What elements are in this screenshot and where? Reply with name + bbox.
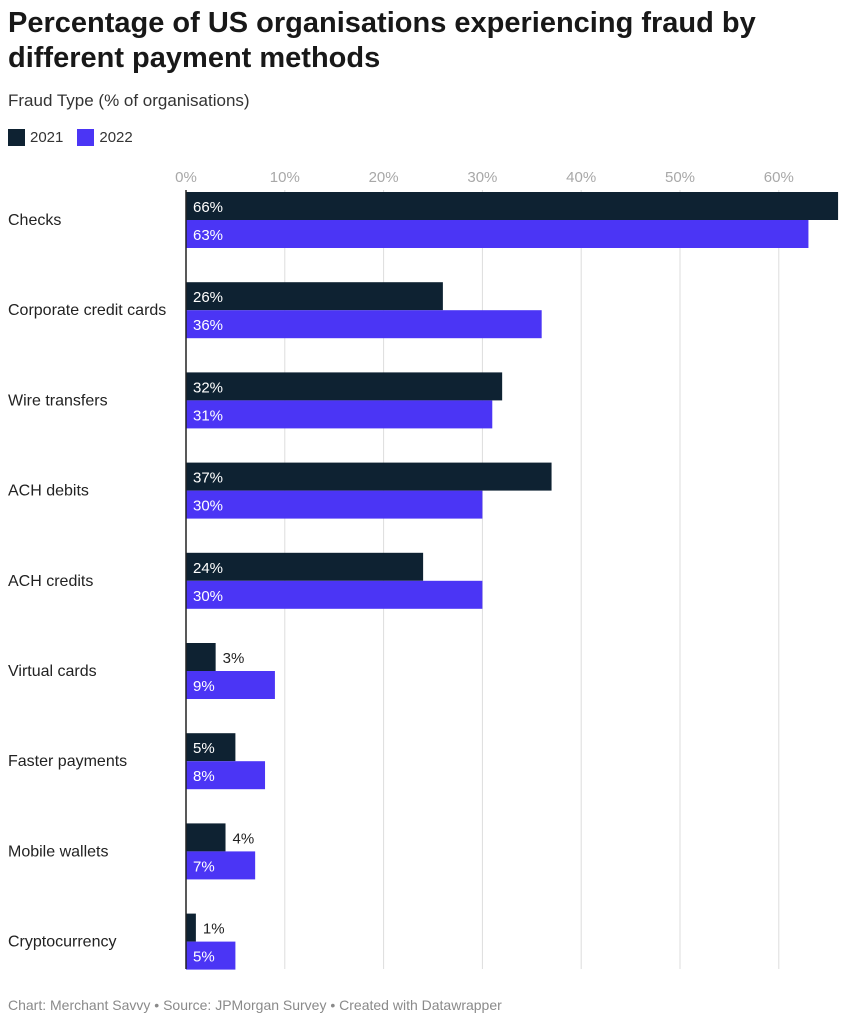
value-label-2021: 24% — [193, 560, 223, 577]
bar-2022 — [186, 761, 266, 790]
bar-2022 — [186, 671, 275, 699]
x-tick-label: 0% — [175, 169, 197, 186]
value-label-2021: 32% — [193, 379, 223, 396]
bar-2022 — [186, 941, 236, 970]
bar-2021 — [186, 823, 226, 852]
bar-2021 — [186, 372, 503, 401]
x-tick-label: 10% — [270, 169, 300, 186]
x-tick-label: 40% — [566, 169, 596, 186]
value-label-2021: 5% — [193, 740, 215, 757]
value-label-2022: 9% — [193, 678, 215, 695]
value-label-2022: 31% — [193, 407, 223, 424]
category-label: Cryptocurrency — [8, 934, 116, 951]
bar-2021 — [186, 913, 196, 942]
legend-label-2021: 2021 — [30, 129, 64, 146]
category-label: Wire transfers — [8, 392, 108, 409]
bar-2021 — [186, 462, 552, 491]
bar-2022 — [186, 310, 542, 339]
bar-2022 — [186, 851, 256, 880]
value-label-2021: 3% — [223, 650, 245, 667]
category-label: Mobile wallets — [8, 843, 108, 860]
value-label-2022: 7% — [193, 858, 215, 875]
bar-2022 — [186, 490, 483, 519]
x-tick-label: 20% — [369, 169, 399, 186]
legend-item-2021: 2021 — [8, 129, 63, 146]
category-label: Faster payments — [8, 753, 127, 770]
x-tick-label: 60% — [764, 169, 794, 186]
legend-item-2022: 2022 — [77, 129, 133, 146]
legend-swatch-2021 — [8, 129, 25, 146]
chart-title: Percentage of US organisations experienc… — [8, 7, 756, 74]
bar-2021 — [186, 552, 424, 581]
value-label-2022: 36% — [193, 317, 223, 334]
bar-2022 — [186, 580, 483, 609]
category-label: Corporate credit cards — [8, 302, 166, 319]
bar-2021 — [186, 282, 443, 311]
value-label-2021: 26% — [193, 289, 223, 306]
bar-2022 — [186, 400, 493, 429]
category-label: ACH credits — [8, 573, 93, 590]
value-label-2021: 37% — [193, 470, 223, 487]
bar-2022 — [186, 220, 809, 248]
x-tick-label: 30% — [467, 169, 497, 186]
legend-swatch-2022 — [77, 129, 95, 146]
legend-label-2022: 2022 — [99, 129, 133, 146]
value-label-2022: 63% — [193, 227, 223, 244]
legend: 2021 2022 — [8, 129, 133, 146]
category-label: Checks — [8, 212, 61, 229]
value-label-2022: 30% — [193, 498, 223, 515]
chart-footer: Chart: Merchant Savvy • Source: JPMorgan… — [8, 997, 502, 1013]
value-label-2021: 66% — [193, 199, 223, 216]
category-label: ACH debits — [8, 483, 89, 500]
value-label-2022: 30% — [193, 588, 223, 605]
value-label-2022: 8% — [193, 768, 215, 785]
chart-subtitle: Fraud Type (% of organisations) — [8, 91, 250, 110]
x-tick-label: 50% — [665, 169, 695, 186]
value-label-2021: 4% — [233, 830, 255, 847]
value-label-2021: 1% — [203, 921, 225, 938]
bar-2021 — [186, 192, 839, 220]
value-label-2022: 5% — [193, 949, 215, 966]
bar-2021 — [186, 643, 216, 671]
bar-chart: 0% 10% 20% 30% 40% 50% 60% Checks 66% 63% Corporat… — [8, 169, 839, 970]
bar-2021 — [186, 733, 236, 762]
category-label: Virtual cards — [8, 663, 97, 680]
